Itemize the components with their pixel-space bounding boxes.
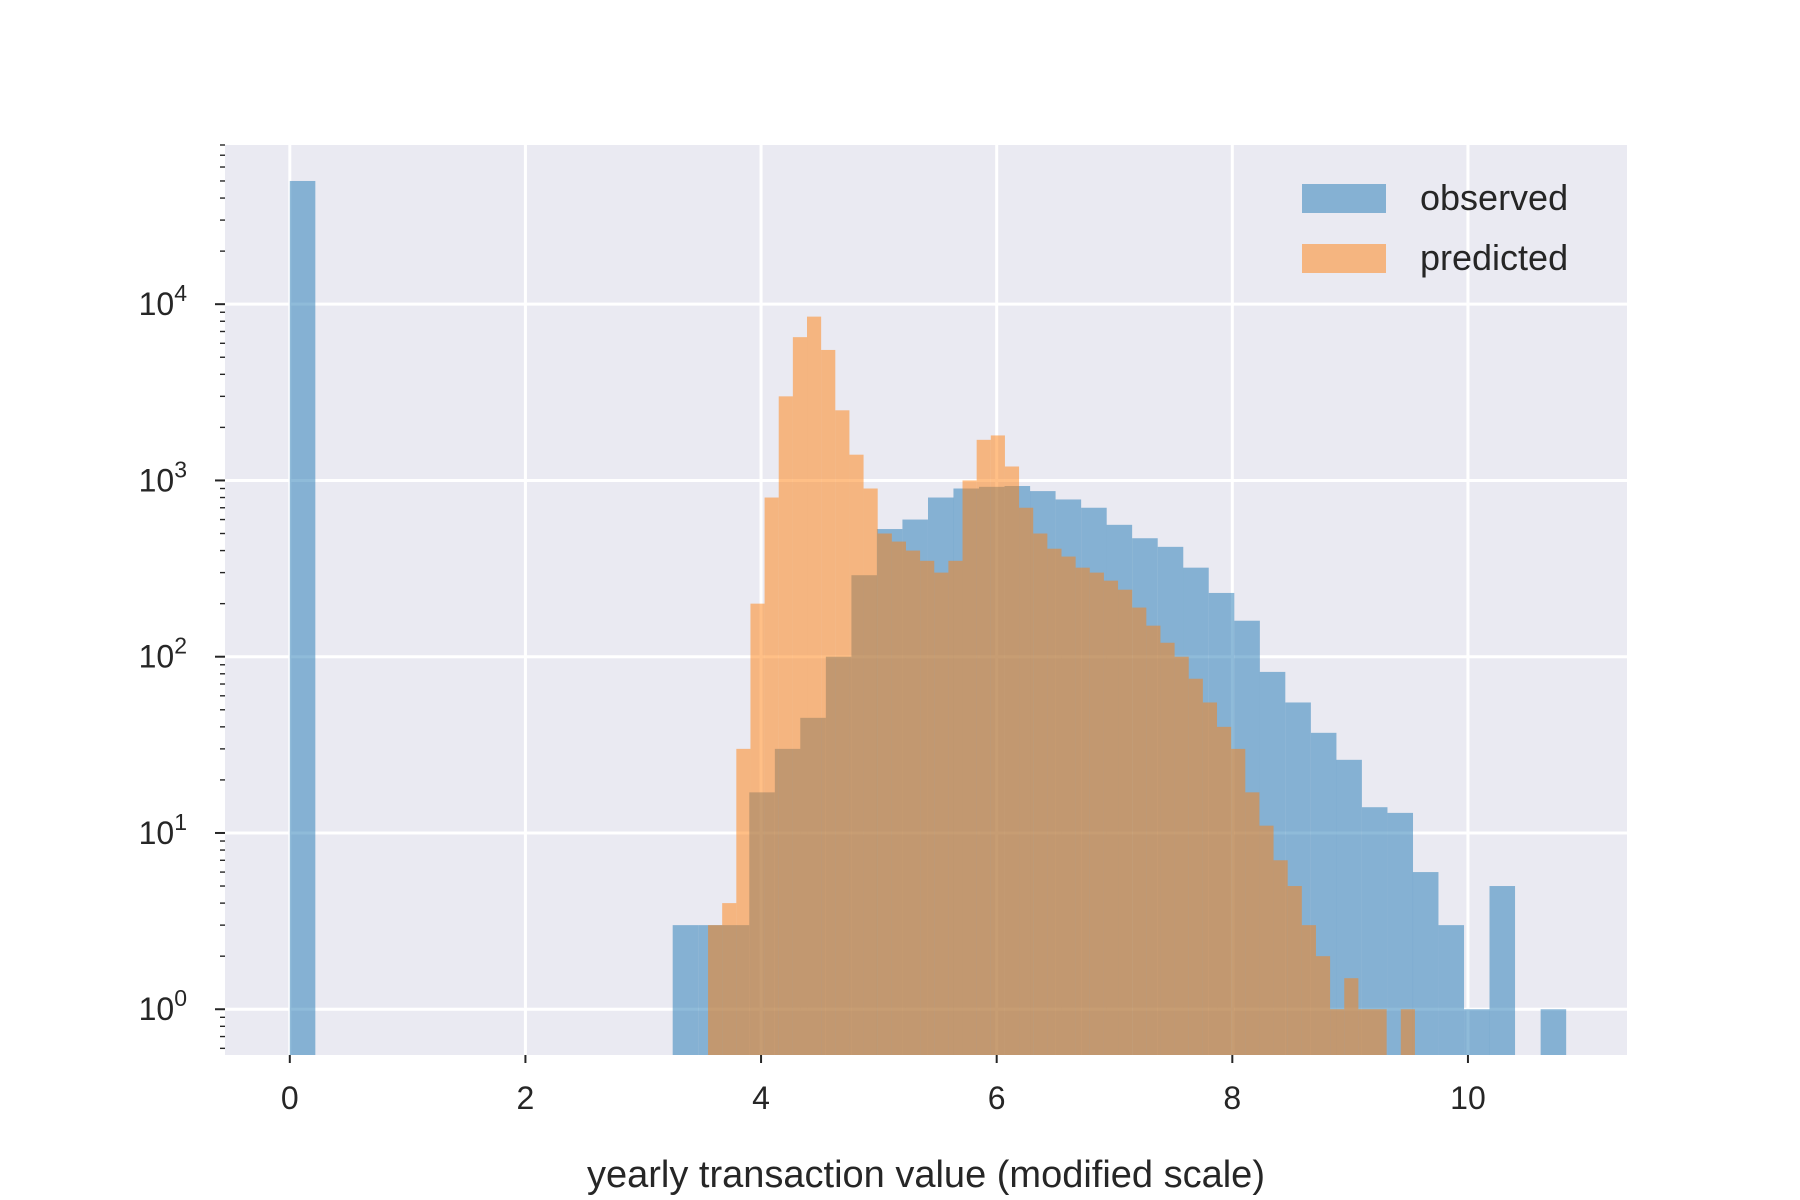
y-tick-label: 100 bbox=[139, 985, 187, 1027]
predicted-bar bbox=[1287, 886, 1302, 1055]
predicted-bar bbox=[708, 925, 723, 1055]
predicted-bar bbox=[891, 541, 906, 1055]
x-tick-label: 0 bbox=[281, 1080, 299, 1116]
predicted-bar bbox=[1174, 656, 1189, 1055]
predicted-bar bbox=[1231, 748, 1246, 1055]
predicted-bar bbox=[1103, 580, 1119, 1055]
predicted-bar bbox=[905, 550, 921, 1055]
predicted-bar bbox=[1344, 978, 1359, 1055]
observed-bar bbox=[1489, 886, 1516, 1055]
predicted-bar bbox=[863, 488, 878, 1056]
observed-bar bbox=[1412, 872, 1439, 1055]
x-tick-label: 6 bbox=[988, 1080, 1006, 1116]
predicted-bar bbox=[835, 410, 850, 1056]
predicted-bar bbox=[722, 903, 737, 1055]
x-tick-label: 2 bbox=[517, 1080, 535, 1116]
predicted-bar bbox=[920, 560, 935, 1055]
predicted-bar bbox=[821, 349, 836, 1055]
predicted-bar bbox=[764, 497, 779, 1055]
predicted-bar bbox=[1019, 507, 1034, 1055]
predicted-bar bbox=[976, 439, 991, 1055]
predicted-bar bbox=[1188, 678, 1203, 1055]
x-axis-label: yearly transaction value (modified scale… bbox=[587, 1154, 1265, 1196]
predicted-bar bbox=[1160, 642, 1175, 1055]
predicted-bar bbox=[736, 748, 751, 1055]
predicted-bar bbox=[948, 560, 963, 1055]
predicted-bar bbox=[1330, 1009, 1345, 1055]
x-tick-label: 4 bbox=[752, 1080, 770, 1116]
axis-ticks: 0 2 4 6 8 10 100 101 102 103 104 bbox=[139, 144, 1486, 1116]
predicted-bar bbox=[849, 454, 864, 1056]
observed-bar bbox=[672, 925, 699, 1055]
y-tick-label: 102 bbox=[139, 633, 187, 675]
predicted-bar bbox=[1118, 589, 1133, 1055]
predicted-bar bbox=[934, 572, 949, 1055]
predicted-bar bbox=[750, 603, 765, 1055]
predicted-bar bbox=[1400, 1009, 1415, 1055]
legend: observed predicted bbox=[1302, 177, 1568, 278]
predicted-bar bbox=[1004, 466, 1020, 1055]
x-tick-label: 10 bbox=[1450, 1080, 1486, 1116]
predicted-bar bbox=[778, 396, 793, 1055]
histogram-bars bbox=[289, 180, 1567, 1056]
predicted-bar bbox=[1217, 726, 1232, 1055]
legend-label-observed: observed bbox=[1420, 177, 1568, 218]
predicted-bar bbox=[1202, 702, 1218, 1055]
legend-swatch-observed bbox=[1302, 184, 1386, 213]
legend-label-predicted: predicted bbox=[1420, 237, 1568, 278]
legend-swatch-predicted bbox=[1302, 244, 1386, 273]
observed-bar bbox=[1438, 925, 1465, 1055]
x-tick-label: 8 bbox=[1223, 1080, 1241, 1116]
predicted-bar bbox=[1132, 607, 1147, 1055]
observed-bar bbox=[289, 180, 316, 1055]
predicted-bar bbox=[990, 435, 1005, 1055]
predicted-bar bbox=[1047, 548, 1062, 1055]
series-predicted bbox=[708, 316, 1415, 1056]
predicted-bar bbox=[807, 316, 822, 1056]
predicted-bar bbox=[1033, 533, 1048, 1055]
predicted-bar bbox=[1273, 860, 1288, 1055]
grid bbox=[225, 145, 1627, 1055]
observed-bar bbox=[1464, 1009, 1490, 1055]
predicted-bar bbox=[1075, 567, 1090, 1055]
predicted-bar bbox=[1245, 792, 1260, 1055]
predicted-bar bbox=[1372, 1009, 1387, 1055]
predicted-bar bbox=[962, 480, 977, 1055]
predicted-bar bbox=[1358, 1009, 1373, 1055]
y-tick-label: 101 bbox=[139, 809, 187, 851]
y-tick-label: 104 bbox=[139, 280, 188, 322]
predicted-bar bbox=[877, 533, 892, 1055]
predicted-bar bbox=[1259, 825, 1274, 1055]
observed-bar bbox=[1540, 1009, 1567, 1055]
predicted-bar bbox=[792, 337, 808, 1055]
predicted-bar bbox=[1061, 556, 1076, 1055]
predicted-bar bbox=[1089, 572, 1104, 1055]
predicted-bar bbox=[1146, 625, 1161, 1055]
y-tick-label: 103 bbox=[139, 456, 187, 498]
predicted-bar bbox=[1315, 956, 1331, 1055]
predicted-bar bbox=[1301, 925, 1316, 1055]
